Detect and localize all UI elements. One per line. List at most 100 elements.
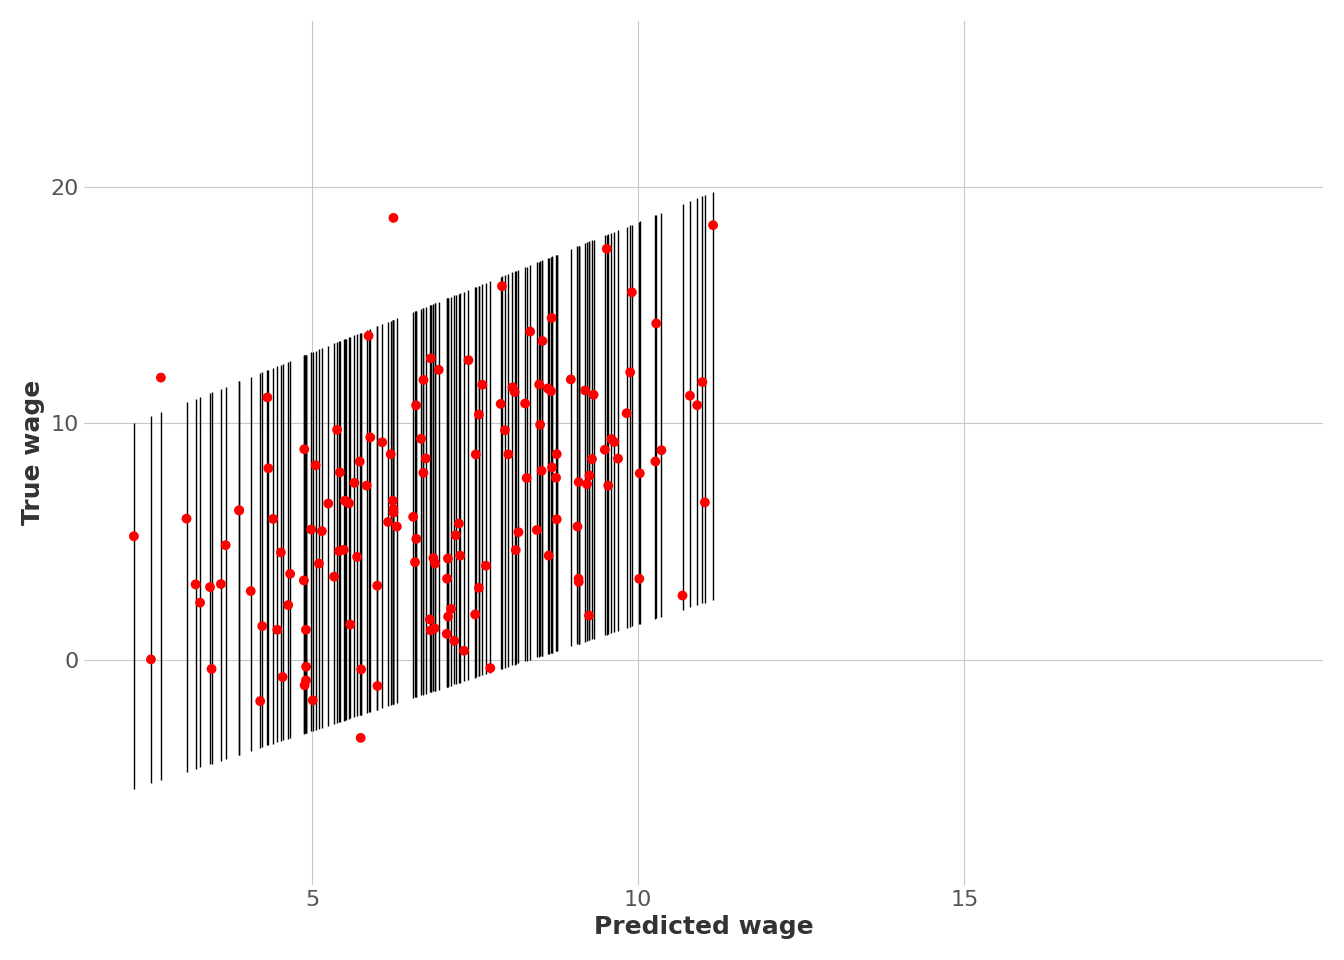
Point — [228, 503, 250, 518]
Point — [574, 383, 595, 398]
Point — [383, 210, 405, 226]
Point — [419, 623, 441, 638]
Point — [679, 388, 700, 403]
Point — [258, 461, 280, 476]
Point — [405, 555, 426, 570]
Point — [567, 518, 589, 534]
Point — [441, 601, 462, 616]
Point — [546, 470, 567, 486]
Point — [415, 451, 437, 467]
Point — [540, 383, 562, 398]
Point — [294, 678, 316, 693]
Point — [185, 577, 207, 592]
Point — [371, 435, 392, 450]
Point — [310, 523, 332, 539]
Point — [413, 372, 434, 388]
Point — [317, 496, 339, 512]
Point — [358, 328, 379, 344]
Point — [505, 542, 527, 558]
Point — [425, 556, 446, 571]
Point — [349, 731, 371, 746]
Point — [515, 396, 536, 411]
Point — [423, 621, 445, 636]
Point — [199, 580, 220, 595]
Point — [458, 352, 480, 368]
Point — [367, 679, 388, 694]
Point — [271, 669, 293, 684]
Point — [468, 580, 489, 595]
Point — [526, 522, 547, 538]
Point — [296, 622, 317, 637]
Point — [577, 476, 598, 492]
Point — [495, 422, 516, 438]
Point — [383, 505, 405, 520]
Point — [480, 660, 501, 676]
Point — [583, 387, 605, 402]
Point — [569, 574, 590, 589]
Point — [327, 422, 348, 438]
Point — [176, 511, 198, 526]
Point — [595, 241, 617, 256]
Point — [277, 597, 298, 612]
Point — [508, 524, 530, 540]
X-axis label: Predicted wage: Predicted wage — [594, 915, 813, 939]
Point — [308, 556, 329, 571]
Point — [650, 443, 672, 458]
Point — [382, 493, 403, 509]
Point — [598, 478, 620, 493]
Point — [546, 446, 567, 462]
Point — [437, 551, 458, 566]
Point — [293, 573, 314, 588]
Point — [215, 538, 237, 553]
Point — [569, 474, 590, 490]
Point — [444, 634, 465, 649]
Point — [349, 454, 371, 469]
Point — [621, 284, 642, 300]
Point — [703, 218, 724, 233]
Point — [257, 390, 278, 405]
Point — [427, 362, 449, 377]
Point — [329, 465, 351, 480]
Point — [335, 493, 356, 509]
Point — [603, 435, 625, 450]
Point — [406, 531, 427, 546]
Point — [560, 372, 582, 387]
Point — [302, 693, 324, 708]
Point — [421, 350, 442, 366]
Point — [465, 446, 487, 462]
Point — [296, 673, 317, 688]
Point — [448, 516, 469, 531]
Point — [190, 595, 211, 611]
Point — [538, 548, 559, 564]
Point — [383, 501, 405, 516]
Point — [491, 396, 512, 412]
Point — [692, 374, 714, 390]
Point — [380, 446, 402, 462]
Point — [324, 569, 345, 585]
Point — [497, 446, 519, 462]
Point — [567, 571, 589, 587]
Point — [262, 512, 284, 527]
Point — [530, 417, 551, 432]
Point — [645, 316, 667, 331]
Point — [340, 617, 362, 633]
Point — [406, 397, 427, 413]
Point — [449, 548, 470, 564]
Point — [519, 324, 540, 339]
Point — [344, 475, 366, 491]
Point — [540, 310, 562, 325]
Point — [301, 522, 323, 538]
Point — [501, 379, 523, 395]
Point — [476, 558, 497, 573]
Point — [465, 607, 487, 622]
Point — [504, 384, 526, 399]
Point — [280, 566, 301, 582]
Point — [620, 365, 641, 380]
Point — [270, 545, 292, 561]
Point — [578, 608, 599, 623]
Point — [124, 529, 145, 544]
Point — [472, 377, 493, 393]
Point — [579, 468, 601, 483]
Point — [607, 451, 629, 467]
Point — [328, 543, 349, 559]
